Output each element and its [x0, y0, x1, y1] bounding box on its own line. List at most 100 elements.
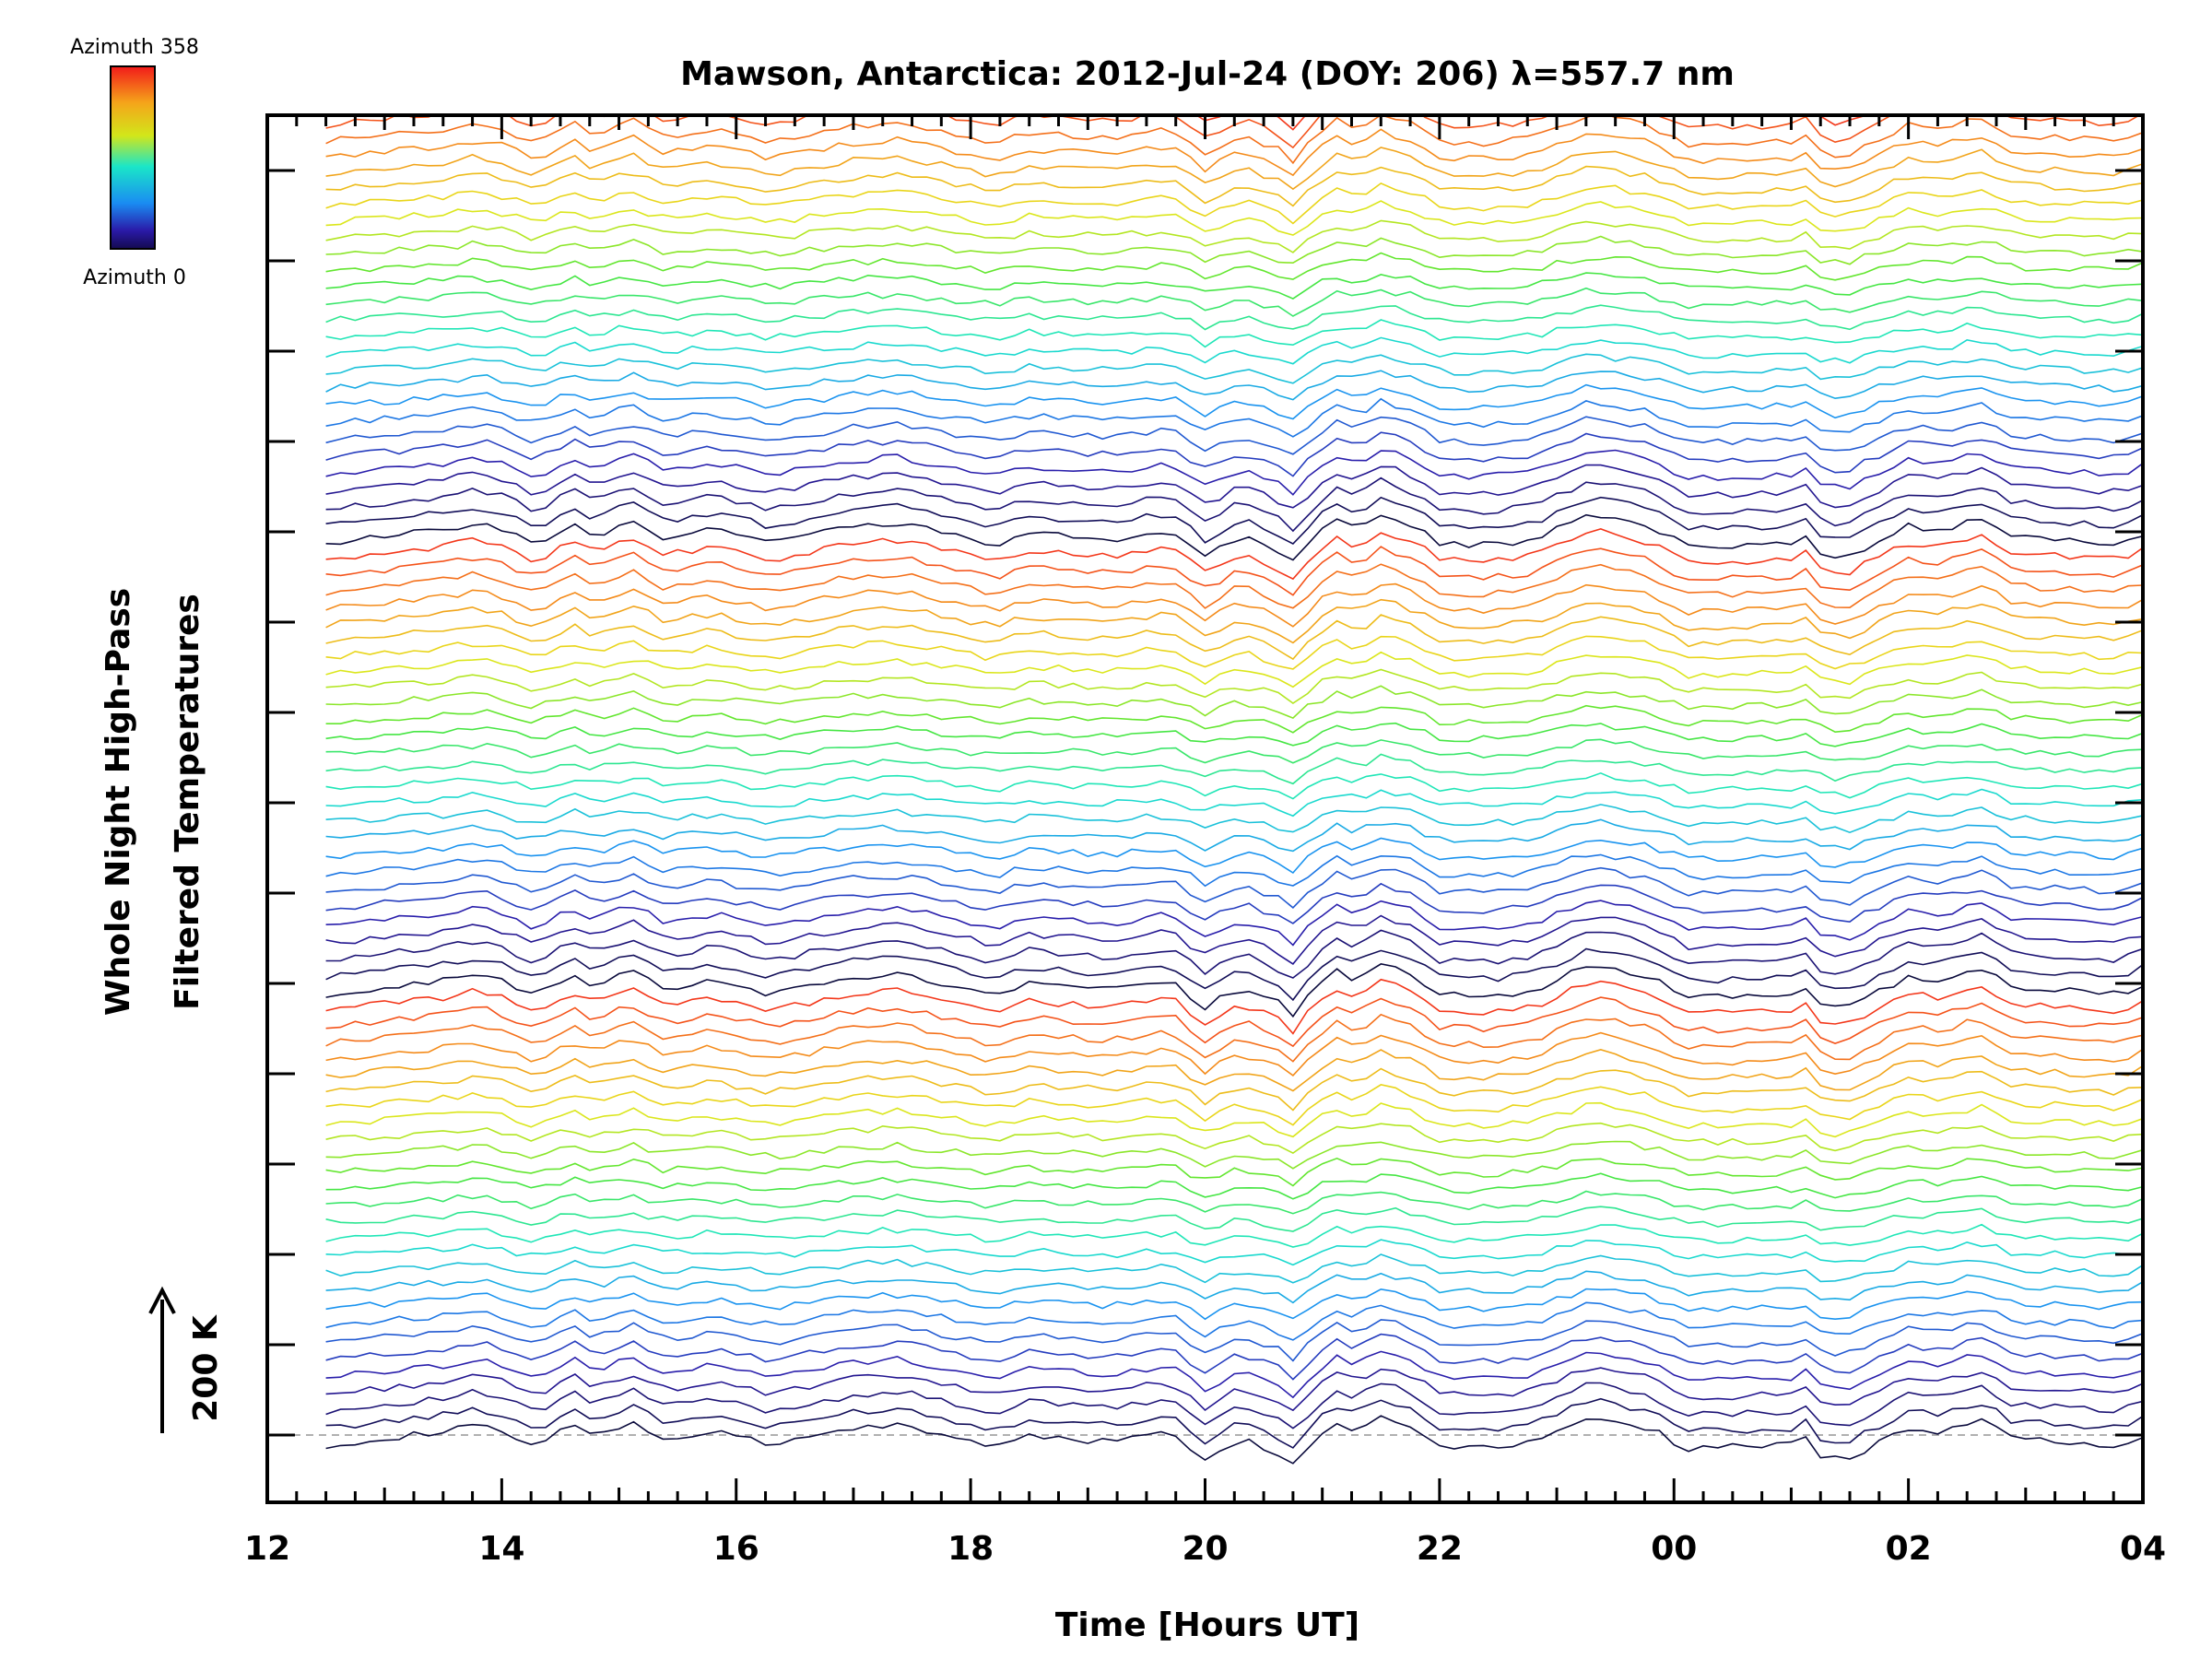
series-line	[325, 336, 2143, 365]
series-line	[325, 200, 2143, 236]
series-line	[325, 978, 2143, 1035]
series-line	[325, 866, 2143, 909]
series-line	[325, 563, 2143, 609]
x-tick-labels: 12 14 16 18 20 22 00 02 04	[244, 1530, 2166, 1568]
series-line	[325, 464, 2143, 509]
series-line	[325, 416, 2143, 455]
series-line	[325, 1415, 2143, 1465]
series-line	[326, 0, 2143, 41]
series-line	[326, 0, 2143, 21]
series-line	[325, 383, 2143, 420]
series-line	[325, 914, 2143, 965]
series-line	[325, 147, 2143, 191]
series-line	[325, 788, 2143, 818]
series-line	[325, 685, 2143, 720]
series-line	[325, 598, 2143, 644]
x-tick-label: 20	[1182, 1530, 1228, 1568]
axes	[265, 113, 2145, 1504]
series-lines	[325, 0, 2143, 1465]
series-line	[325, 900, 2143, 947]
series-line	[325, 272, 2143, 300]
series-line	[325, 219, 2143, 253]
series-line	[325, 1122, 2143, 1155]
series-line	[325, 668, 2143, 704]
series-line	[325, 304, 2143, 331]
x-tick-label: 14	[478, 1530, 524, 1568]
series-line	[325, 1382, 2143, 1430]
series-line	[325, 996, 2143, 1048]
series-line	[325, 115, 2143, 165]
series-line	[325, 496, 2143, 545]
series-line	[325, 287, 2143, 317]
x-tick-label: 04	[2120, 1530, 2166, 1568]
series-line	[1194, 115, 1867, 131]
series-line	[325, 252, 2143, 281]
series-line	[325, 635, 2143, 670]
series-line	[325, 397, 2143, 438]
series-line	[325, 1397, 2143, 1449]
series-line	[325, 753, 2143, 785]
series-line	[325, 1172, 2143, 1200]
series-line	[325, 704, 2143, 734]
scale-bar-label: 200 K	[187, 1314, 225, 1422]
series-line	[325, 722, 2143, 747]
series-line	[325, 1013, 2143, 1063]
series-line	[325, 929, 2143, 979]
series-line	[325, 1048, 2143, 1092]
colorbar-bottom-label: Azimuth 0	[83, 266, 186, 289]
series-line	[325, 882, 2143, 924]
y-axis-label-line2: Filtered Temperatures	[169, 594, 206, 1010]
series-line	[326, 0, 2143, 6]
series-line	[325, 449, 2143, 496]
series-line	[325, 1067, 2143, 1112]
x-tick-label: 00	[1651, 1530, 1697, 1568]
series-line	[325, 963, 2143, 1018]
series-line	[325, 319, 2143, 348]
series-line	[325, 1140, 2143, 1170]
series-line	[325, 1333, 2143, 1381]
series-line	[325, 1101, 2143, 1138]
y-axis-label-line1: Whole Night High-Pass	[100, 588, 137, 1016]
series-line	[325, 1190, 2143, 1215]
series-line	[325, 818, 2143, 853]
series-line	[325, 528, 2143, 581]
series-line	[325, 477, 2143, 533]
scale-bar: 200 K	[148, 1286, 225, 1433]
x-tick-label: 12	[244, 1530, 290, 1568]
series-line	[325, 1239, 2143, 1266]
series-line	[325, 1084, 2143, 1126]
series-line	[325, 1350, 2143, 1399]
series-line	[325, 235, 2143, 265]
series-line	[325, 353, 2143, 384]
series-line	[325, 1157, 2143, 1187]
series-line	[325, 182, 2143, 225]
series-line	[325, 165, 2143, 207]
series-line	[325, 804, 2143, 834]
series-line	[325, 513, 2143, 561]
series-line	[325, 1270, 2143, 1304]
series-line	[325, 853, 2143, 888]
series-line	[325, 546, 2143, 596]
series-line	[325, 1288, 2143, 1321]
series-line	[325, 370, 2143, 401]
series-line	[325, 1253, 2143, 1284]
series-line	[325, 582, 2143, 628]
chart-title: Mawson, Antarctica: 2012-Jul-24 (DOY: 20…	[680, 55, 1735, 93]
series-line	[325, 771, 2143, 800]
series-line	[325, 128, 2143, 177]
colorbar-top-label: Azimuth 358	[70, 36, 199, 59]
series-line	[326, 12, 2143, 62]
colorbar-gradient	[110, 65, 156, 250]
series-line	[325, 614, 2143, 661]
series-line	[325, 1367, 2143, 1412]
series-line	[325, 1223, 2143, 1248]
series-line	[325, 431, 2143, 477]
x-tick-label: 22	[1417, 1530, 1463, 1568]
x-tick-label: 16	[713, 1530, 759, 1568]
series-line	[325, 947, 2143, 1002]
x-axis-label: Time [Hours UT]	[1055, 1606, 1359, 1644]
series-line	[325, 1319, 2143, 1362]
x-tick-label: 18	[947, 1530, 994, 1568]
series-line	[325, 651, 2143, 688]
